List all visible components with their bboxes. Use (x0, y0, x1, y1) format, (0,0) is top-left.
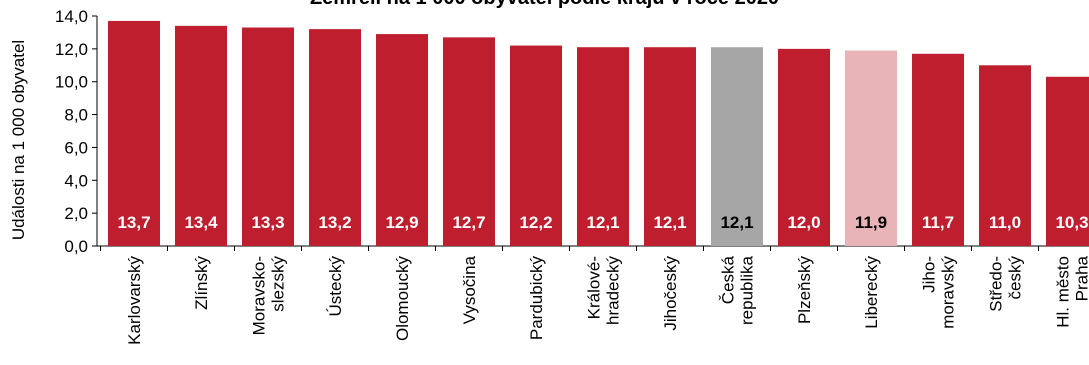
bar (711, 47, 763, 246)
x-category-label: Jiho-moravský (920, 256, 958, 329)
bar-value-label: 12,1 (653, 213, 686, 232)
x-category-label: Pardubický (527, 256, 546, 341)
x-category-label: Králové-hradecký (585, 256, 623, 325)
bar-value-label: 12,2 (519, 213, 552, 232)
x-category-label: Hl. městoPraha (1054, 255, 1089, 327)
y-tick-label: 14,0 (55, 7, 88, 26)
bar (644, 47, 696, 246)
x-category-label: Českárepublika (719, 255, 757, 325)
bar (242, 27, 294, 246)
y-tick-label: 2,0 (64, 204, 88, 223)
y-tick-label: 4,0 (64, 171, 88, 190)
bar (979, 65, 1031, 247)
bar-value-label: 13,2 (318, 213, 351, 232)
bar (309, 29, 361, 247)
bar (108, 20, 160, 246)
x-category-label: Jihočeský (661, 256, 680, 331)
bar-value-label: 12,9 (385, 213, 418, 232)
y-tick-label: 8,0 (64, 106, 88, 125)
bar (912, 53, 964, 247)
x-category-label: Liberecký (862, 256, 881, 329)
bar (845, 50, 897, 246)
bar-value-label: 13,4 (184, 213, 218, 232)
bar-value-label: 13,7 (117, 213, 150, 232)
y-tick-label: 12,0 (55, 40, 88, 59)
x-category-label: Ústecký (326, 256, 345, 317)
bar-value-label: 12,1 (720, 213, 753, 232)
bar (778, 48, 830, 246)
bar-value-label: 11,7 (922, 213, 954, 232)
x-category-label: Olomoucký (393, 256, 412, 342)
bar (443, 37, 495, 246)
bar (175, 25, 227, 246)
bar-value-label: 12,1 (586, 213, 619, 232)
y-tick-label: 6,0 (64, 138, 88, 157)
x-category-label: Vysočina (460, 255, 479, 324)
bar (1046, 76, 1089, 247)
bar (510, 45, 562, 247)
y-tick-label: 10,0 (55, 73, 88, 92)
bar-value-label: 11,0 (989, 213, 1021, 232)
x-category-label: Moravsko-slezský (250, 256, 288, 336)
bar-value-label: 10,3 (1055, 213, 1088, 232)
bar-value-label: 12,7 (452, 213, 485, 232)
x-category-label: Středo-český (987, 256, 1025, 312)
bar-value-label: 13,3 (251, 213, 284, 232)
bar-value-label: 11,9 (855, 213, 887, 232)
y-tick-label: 0,0 (64, 237, 88, 256)
x-category-label: Zlínský (192, 256, 211, 310)
x-category-label: Karlovarský (125, 256, 144, 345)
chart-title: Zemřelí na 1 000 obyvatel podle krajů v … (0, 0, 1089, 10)
bar (376, 34, 428, 247)
bar-value-label: 12,0 (787, 213, 820, 232)
bar (577, 47, 629, 246)
x-category-label: Plzeňský (795, 256, 814, 325)
y-axis-label: Události na 1 000 obyvatel (9, 40, 28, 240)
